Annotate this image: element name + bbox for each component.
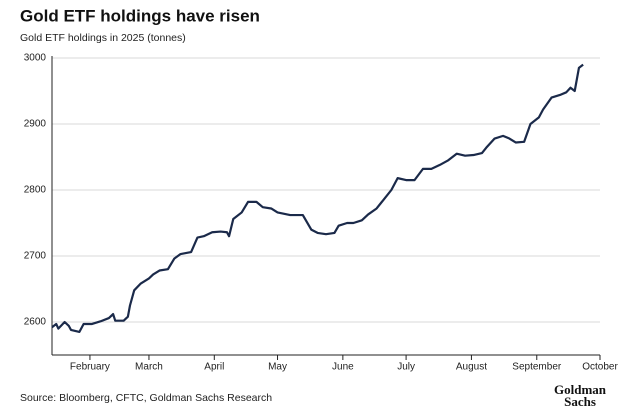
y-tick-label: 2600 <box>24 317 47 328</box>
source-note: Source: Bloomberg, CFTC, Goldman Sachs R… <box>20 392 272 404</box>
y-tick-label: 2800 <box>24 185 47 196</box>
chart-subtitle: Gold ETF holdings in 2025 (tonnes) <box>20 32 186 44</box>
y-tick-label: 2900 <box>24 119 47 130</box>
x-tick-label: March <box>135 362 163 373</box>
x-tick-label: October <box>582 362 618 373</box>
x-tick-label: August <box>456 362 487 373</box>
x-tick-label: April <box>204 362 224 373</box>
x-tick-label: May <box>268 362 287 373</box>
y-tick-label: 2700 <box>24 251 47 262</box>
data-line <box>51 63 584 333</box>
x-tick-label: July <box>397 362 415 373</box>
logo: Sachs <box>564 394 596 409</box>
logo: Goldman <box>554 382 607 397</box>
x-tick-label: June <box>332 362 354 373</box>
chart-title: Gold ETF holdings have risen <box>20 6 260 25</box>
x-tick-label: February <box>70 362 110 373</box>
x-tick-label: September <box>512 362 562 373</box>
y-tick-label: 3000 <box>24 53 47 64</box>
